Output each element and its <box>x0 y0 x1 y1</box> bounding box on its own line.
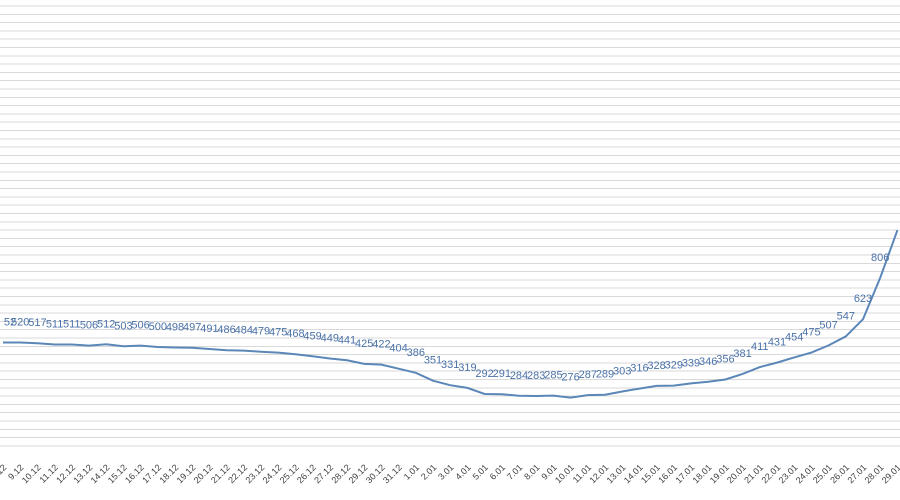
data-label: 276 <box>561 372 579 384</box>
data-label: 454 <box>785 331 803 343</box>
data-label: 351 <box>424 355 442 367</box>
x-tick-label: 1.01 <box>402 462 421 481</box>
data-label: 422 <box>372 339 390 351</box>
data-label: 500 <box>149 321 167 333</box>
series-line <box>3 229 899 399</box>
data-label: 331 <box>441 359 459 371</box>
x-tick-label: 2.01 <box>419 462 438 481</box>
x-tick-label: 29.01 <box>880 462 900 485</box>
x-tick-label: 8.12 <box>0 462 8 481</box>
x-tick-label: 8.01 <box>522 462 541 481</box>
data-label: 547 <box>837 310 855 322</box>
x-tick-label: 6.01 <box>488 462 507 481</box>
data-label: 623 <box>854 293 872 305</box>
data-label: 459 <box>303 330 321 342</box>
data-label: 303 <box>613 366 631 378</box>
data-label: 287 <box>579 369 597 381</box>
data-label: 289 <box>596 369 614 381</box>
data-label: 511 <box>63 319 81 331</box>
data-label: 503 <box>114 320 132 332</box>
data-label: 381 <box>733 348 751 360</box>
data-label: 404 <box>389 343 407 355</box>
data-label: 329 <box>665 360 683 372</box>
data-label: 491 <box>200 323 218 335</box>
data-label: 339 <box>682 357 700 369</box>
data-label: 411 <box>751 341 769 353</box>
data-label: 346 <box>699 356 717 368</box>
data-label: 806 <box>871 252 889 264</box>
data-label: 425 <box>355 338 373 350</box>
data-label: 484 <box>235 325 253 337</box>
x-tick-label: 4.01 <box>453 462 472 481</box>
x-tick-label: 31.12 <box>381 462 404 485</box>
data-label: 475 <box>802 327 820 339</box>
data-label: 520 <box>11 317 29 329</box>
data-label: 497 <box>183 322 201 334</box>
data-label: 506 <box>131 320 149 332</box>
x-tick-label: 10.01 <box>553 462 576 485</box>
data-label: 285 <box>544 370 562 382</box>
data-label: 316 <box>630 363 648 375</box>
data-label: 507 <box>819 319 837 331</box>
data-label: 441 <box>338 334 356 346</box>
data-label: 506 <box>80 320 98 332</box>
x-tick-label: 5.01 <box>471 462 490 481</box>
data-label: 486 <box>217 324 235 336</box>
data-label: 511 <box>46 319 64 331</box>
data-label: 291 <box>493 368 511 380</box>
data-label: 292 <box>475 368 493 380</box>
x-tick-label: 3.01 <box>436 462 455 481</box>
data-label: 356 <box>716 354 734 366</box>
data-label: 512 <box>97 318 115 330</box>
data-label: 319 <box>458 362 476 374</box>
data-label: 328 <box>647 360 665 372</box>
x-tick-label: 7.01 <box>505 462 524 481</box>
data-label: 479 <box>252 326 270 338</box>
data-label: 498 <box>166 322 184 334</box>
data-label: 449 <box>321 333 339 345</box>
data-label: 52 <box>4 317 16 329</box>
data-label: 283 <box>527 370 545 382</box>
gridlines <box>0 5 900 447</box>
data-label: 386 <box>407 347 425 359</box>
data-label: 517 <box>28 317 46 329</box>
data-label: 475 <box>269 327 287 339</box>
x-axis-tick-labels: 8.129.1210.1211.1212.1213.1214.1215.1216… <box>0 462 900 485</box>
data-label: 468 <box>286 328 304 340</box>
data-label: 431 <box>768 337 786 349</box>
x-tick-label: 10.12 <box>20 462 43 485</box>
data-label: 284 <box>510 370 528 382</box>
